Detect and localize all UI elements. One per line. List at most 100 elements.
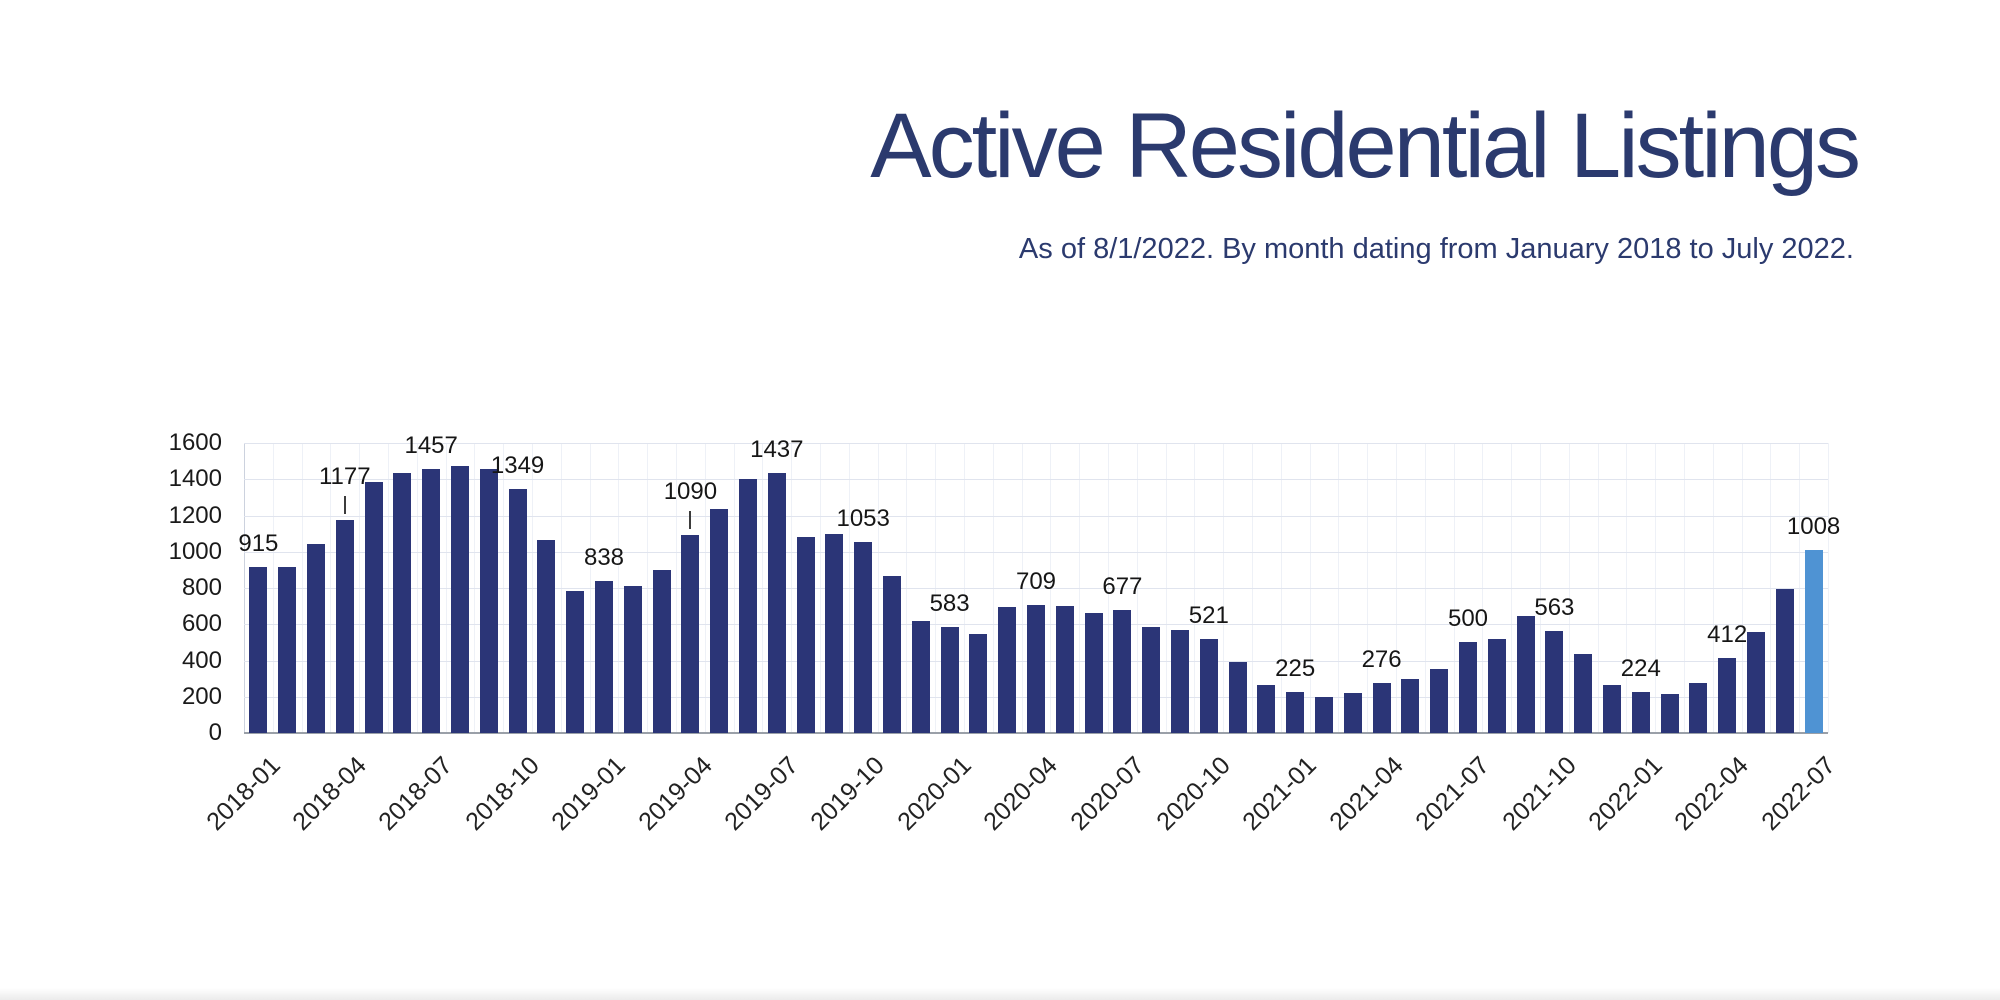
x-tick-label-2019-10: 2019-10 <box>805 751 891 836</box>
bar-2019-02 <box>623 586 642 733</box>
data-label-2022-01: 224 <box>1620 655 1661 683</box>
y-tick-label: 1600 <box>168 429 222 456</box>
bar-2021-03 <box>1343 692 1362 733</box>
x-tick-label-2022-01: 2022-01 <box>1583 751 1668 836</box>
chart-header: Active Residential Listings As of 8/1/20… <box>870 95 1861 266</box>
x-tick-label-2022-07: 2022-07 <box>1756 751 1841 836</box>
bar-2021-09 <box>1516 616 1535 733</box>
data-label-leader-line <box>689 511 692 530</box>
bar-2020-07 <box>1113 610 1132 733</box>
bar-2018-06 <box>393 472 412 733</box>
bar-2019-06 <box>739 479 757 734</box>
horizontal-gridline <box>244 515 1828 517</box>
bar-2018-02 <box>278 567 297 733</box>
bar-2018-08 <box>451 465 469 733</box>
bar-2021-06 <box>1430 669 1449 733</box>
bar-2018-01 <box>249 567 268 733</box>
vertical-gridline <box>1828 443 1829 733</box>
y-tick-label: 800 <box>181 574 222 601</box>
bar-2020-12 <box>1257 685 1276 733</box>
bar-2021-12 <box>1603 685 1621 733</box>
bar-2022-06 <box>1775 588 1794 733</box>
bar-2019-08 <box>796 537 815 734</box>
bar-2021-01 <box>1286 692 1305 733</box>
x-tick-label-2018-10: 2018-10 <box>460 751 545 836</box>
chart-title: Active Residential Listings <box>870 95 1861 197</box>
bar-2021-10 <box>1545 631 1564 733</box>
x-tick-label-2021-04: 2021-04 <box>1324 751 1409 836</box>
y-tick-label: 1000 <box>168 537 222 565</box>
bar-2021-02 <box>1315 696 1333 734</box>
horizontal-gridline <box>244 479 1828 481</box>
bar-2018-10 <box>508 488 527 733</box>
y-tick-label: 400 <box>181 646 222 674</box>
x-tick-label-2018-01: 2018-01 <box>200 751 286 836</box>
bar-2019-12 <box>911 620 930 733</box>
bar-2018-12 <box>566 590 585 733</box>
horizontal-gridline <box>244 588 1828 589</box>
bar-2022-04 <box>1718 658 1737 733</box>
y-tick-label: 1400 <box>168 465 222 493</box>
bar-2018-04 <box>335 519 354 733</box>
data-label-2019-04: 1090 <box>663 478 718 506</box>
data-label-leader-line <box>343 495 346 514</box>
bar-2022-03 <box>1689 683 1708 733</box>
x-tick-label-2018-07: 2018-07 <box>373 751 459 836</box>
bar-2020-08 <box>1142 627 1161 733</box>
bar-2020-11 <box>1228 662 1247 733</box>
data-label-2021-04: 276 <box>1361 646 1402 673</box>
bar-2019-11 <box>883 576 901 733</box>
data-label-2018-10: 1349 <box>490 451 545 479</box>
bar-2019-10 <box>854 542 873 733</box>
data-label-2020-10: 521 <box>1188 601 1229 629</box>
data-label-2020-07: 677 <box>1102 573 1143 601</box>
bar-2018-05 <box>364 482 383 733</box>
data-label-2018-04: 1177 <box>318 462 371 490</box>
bar-2020-09 <box>1171 629 1189 733</box>
bar-2018-11 <box>537 540 556 733</box>
y-tick-label: 0 <box>208 719 222 746</box>
page-bottom-edge <box>0 988 2000 1000</box>
x-tick-label-2022-04: 2022-04 <box>1669 751 1755 836</box>
bar-2020-01 <box>940 627 959 733</box>
data-label-2020-04: 709 <box>1015 567 1057 595</box>
bar-2021-11 <box>1574 654 1593 733</box>
bar-2021-08 <box>1487 638 1506 734</box>
data-label-2022-04: 412 <box>1707 621 1748 649</box>
data-label-2021-01: 225 <box>1275 655 1316 683</box>
bar-2019-07 <box>767 472 786 733</box>
bar-2021-07 <box>1459 642 1477 733</box>
bar-2018-03 <box>307 543 325 733</box>
data-label-2018-01: 915 <box>238 530 279 558</box>
bar-2022-02 <box>1660 693 1679 733</box>
x-tick-label-2020-07: 2020-07 <box>1064 751 1150 836</box>
data-label-2019-07: 1437 <box>750 435 804 463</box>
y-tick-label: 600 <box>181 610 222 638</box>
horizontal-gridline <box>244 443 1828 444</box>
x-tick-label-2019-07: 2019-07 <box>719 751 804 836</box>
bar-2019-09 <box>825 533 844 733</box>
data-label-2022-07: 1008 <box>1786 513 1841 541</box>
bar-2019-04 <box>681 535 700 733</box>
bar-2020-02 <box>969 634 988 733</box>
chart-subtitle: As of 8/1/2022. By month dating from Jan… <box>1018 233 1854 266</box>
bar-2019-01 <box>595 581 613 733</box>
data-label-2019-10: 1053 <box>836 505 890 533</box>
x-axis-line <box>244 732 1828 734</box>
bar-2020-10 <box>1199 638 1218 733</box>
data-label-2020-01: 583 <box>929 590 970 618</box>
y-tick-label: 200 <box>181 682 222 710</box>
bar-2022-05 <box>1747 632 1765 733</box>
bar-2020-03 <box>998 607 1017 733</box>
bar-2019-05 <box>710 509 729 733</box>
x-tick-label-2021-01: 2021-01 <box>1237 751 1323 836</box>
x-tick-label-2020-10: 2020-10 <box>1151 751 1236 836</box>
bar-2018-09 <box>479 469 498 733</box>
x-tick-label-2019-04: 2019-04 <box>632 751 718 836</box>
bar-2021-05 <box>1401 678 1420 733</box>
x-tick-label-2021-07: 2021-07 <box>1410 751 1496 836</box>
bar-2018-07 <box>422 468 441 733</box>
x-tick-label-2019-01: 2019-01 <box>546 751 632 836</box>
